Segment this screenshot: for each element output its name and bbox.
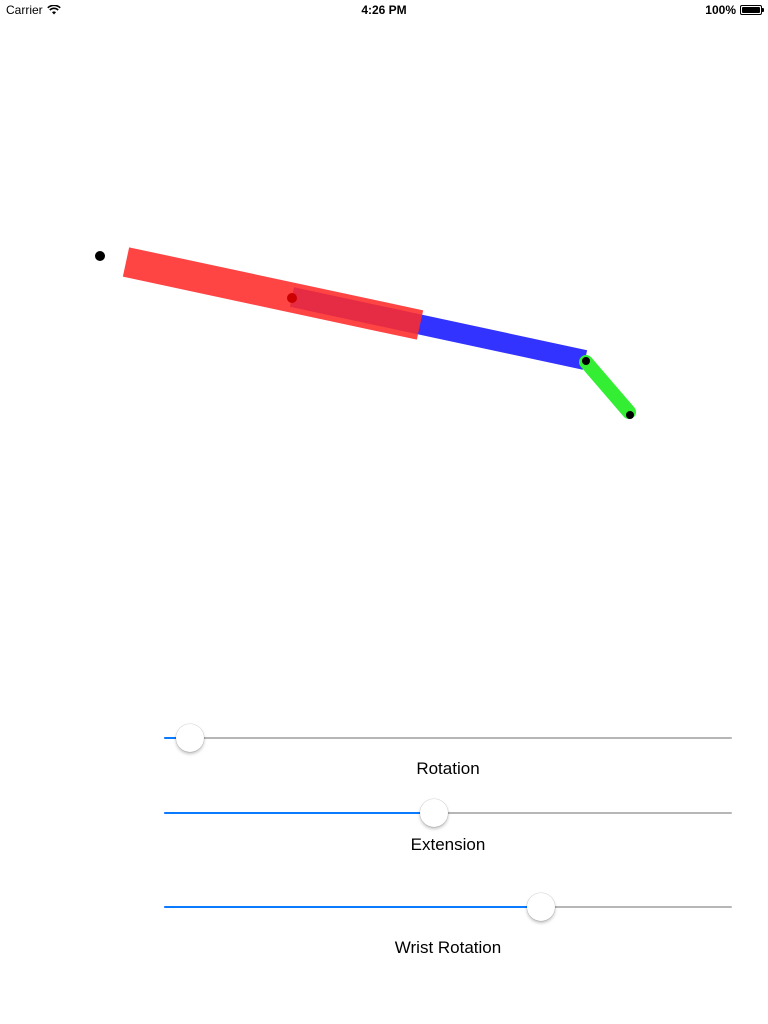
slider-track [164, 812, 732, 814]
elbow-joint [582, 357, 590, 365]
extension-joint [287, 293, 297, 303]
slider-thumb[interactable] [175, 724, 204, 752]
slider-fill [164, 812, 434, 814]
status-bar: Carrier 4:26 PM 100% [0, 0, 768, 20]
extension-label: Extension [410, 835, 486, 854]
slider-thumb[interactable] [526, 893, 555, 921]
carrier-label: Carrier [6, 3, 43, 17]
status-right: 100% [705, 0, 764, 20]
end-effector-joint [626, 411, 634, 419]
slider-fill [164, 906, 541, 908]
wrist-rotation-slider[interactable] [164, 893, 732, 921]
wrist-segment [579, 355, 636, 419]
rotation-slider[interactable] [164, 724, 732, 752]
status-time: 4:26 PM [361, 3, 407, 17]
battery-fill [742, 7, 760, 13]
rotation-label: Rotation [416, 759, 480, 778]
slider-thumb[interactable] [419, 799, 448, 827]
battery-percent: 100% [705, 3, 736, 17]
extension-slider[interactable] [164, 799, 732, 827]
arm-canvas [95, 247, 636, 419]
wifi-icon [46, 5, 61, 15]
wrist-rotation-label: Wrist Rotation [394, 938, 502, 957]
battery-icon [740, 5, 764, 15]
base-segment [122, 247, 424, 340]
slider-track [164, 737, 732, 739]
status-left: Carrier [6, 0, 61, 20]
base-pivot-joint [95, 251, 105, 261]
